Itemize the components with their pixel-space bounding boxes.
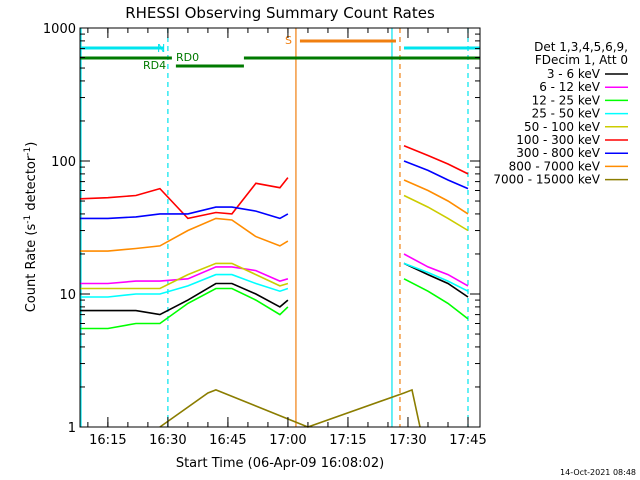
flag-bars: N S RD0 RD4 [79,34,480,72]
y-tick-label: 1000 [43,22,76,37]
y-axis-label-a: Count Rate (s [24,224,39,313]
legend-header-line-1: Det 1,3,4,5,6,9, [534,40,628,54]
y-axis-label-sup2: -1 [23,147,33,156]
y-axis-label-end: ) [24,142,39,147]
legend-entry-label: 25 - 50 keV [532,107,601,121]
legend-entry-label: 12 - 25 keV [532,93,601,107]
chart-title: RHESSI Observing Summary Count Rates [125,4,435,22]
x-tick-label: 17:00 [269,433,306,448]
y-tick-label: 1 [68,421,76,436]
series-line-0 [79,262,469,316]
x-tick-label: 16:45 [209,433,246,448]
series-line-3 [79,262,469,298]
legend-entry-label: 3 - 6 keV [547,67,601,81]
series-line-7 [79,179,469,252]
legend-entry-label: 800 - 7000 keV [509,159,601,173]
legend-entry-label: 7000 - 15000 keV [493,173,600,187]
series-line-1 [79,253,469,287]
flag-label-rd0: RD0 [176,51,199,64]
x-tick-label: 16:30 [149,433,186,448]
y-axis-label-mid: detector [24,155,39,215]
x-tick-label: 17:45 [449,433,486,448]
series-line-2 [79,278,469,330]
legend-entry-label: 50 - 100 keV [524,120,601,134]
plot-frame [79,27,481,428]
legend-header-line-2: FDecim 1, Att 0 [535,53,628,67]
y-tick-label: 10 [59,288,76,303]
flag-label-n: N [157,42,165,55]
x-tick-label: 16:15 [89,433,126,448]
x-tick-label: 17:15 [329,433,366,448]
y-tick-label: 100 [51,155,76,170]
legend-entry-label: 6 - 12 keV [539,80,601,94]
x-axis-label: Start Time (06-Apr-09 16:08:02) [176,456,384,471]
series-line-6 [79,160,469,220]
y-axis-label: Count Rate (s-1 detector-1) [23,142,39,313]
axes: 16:15 16:30 16:45 17:00 17:15 17:30 17:45 1 10 10… [43,22,487,448]
y-axis-label-sup1: -1 [23,215,33,224]
x-tick-label: 17:30 [389,433,426,448]
series-line-4 [79,194,469,290]
legend: Det 1,3,4,5,6,9, FDecim 1, Att 0 3 - 6 k… [493,40,628,187]
flag-label-rd4: RD4 [143,59,166,72]
timestamp: 14-Oct-2021 08:48 [560,468,636,477]
flag-label-s: S [285,34,292,47]
legend-entry-label: 100 - 300 keV [516,133,600,147]
plot-area [80,28,469,427]
series-lines [79,145,469,428]
series-line-5 [79,145,469,220]
legend-entry-label: 300 - 800 keV [516,146,600,160]
